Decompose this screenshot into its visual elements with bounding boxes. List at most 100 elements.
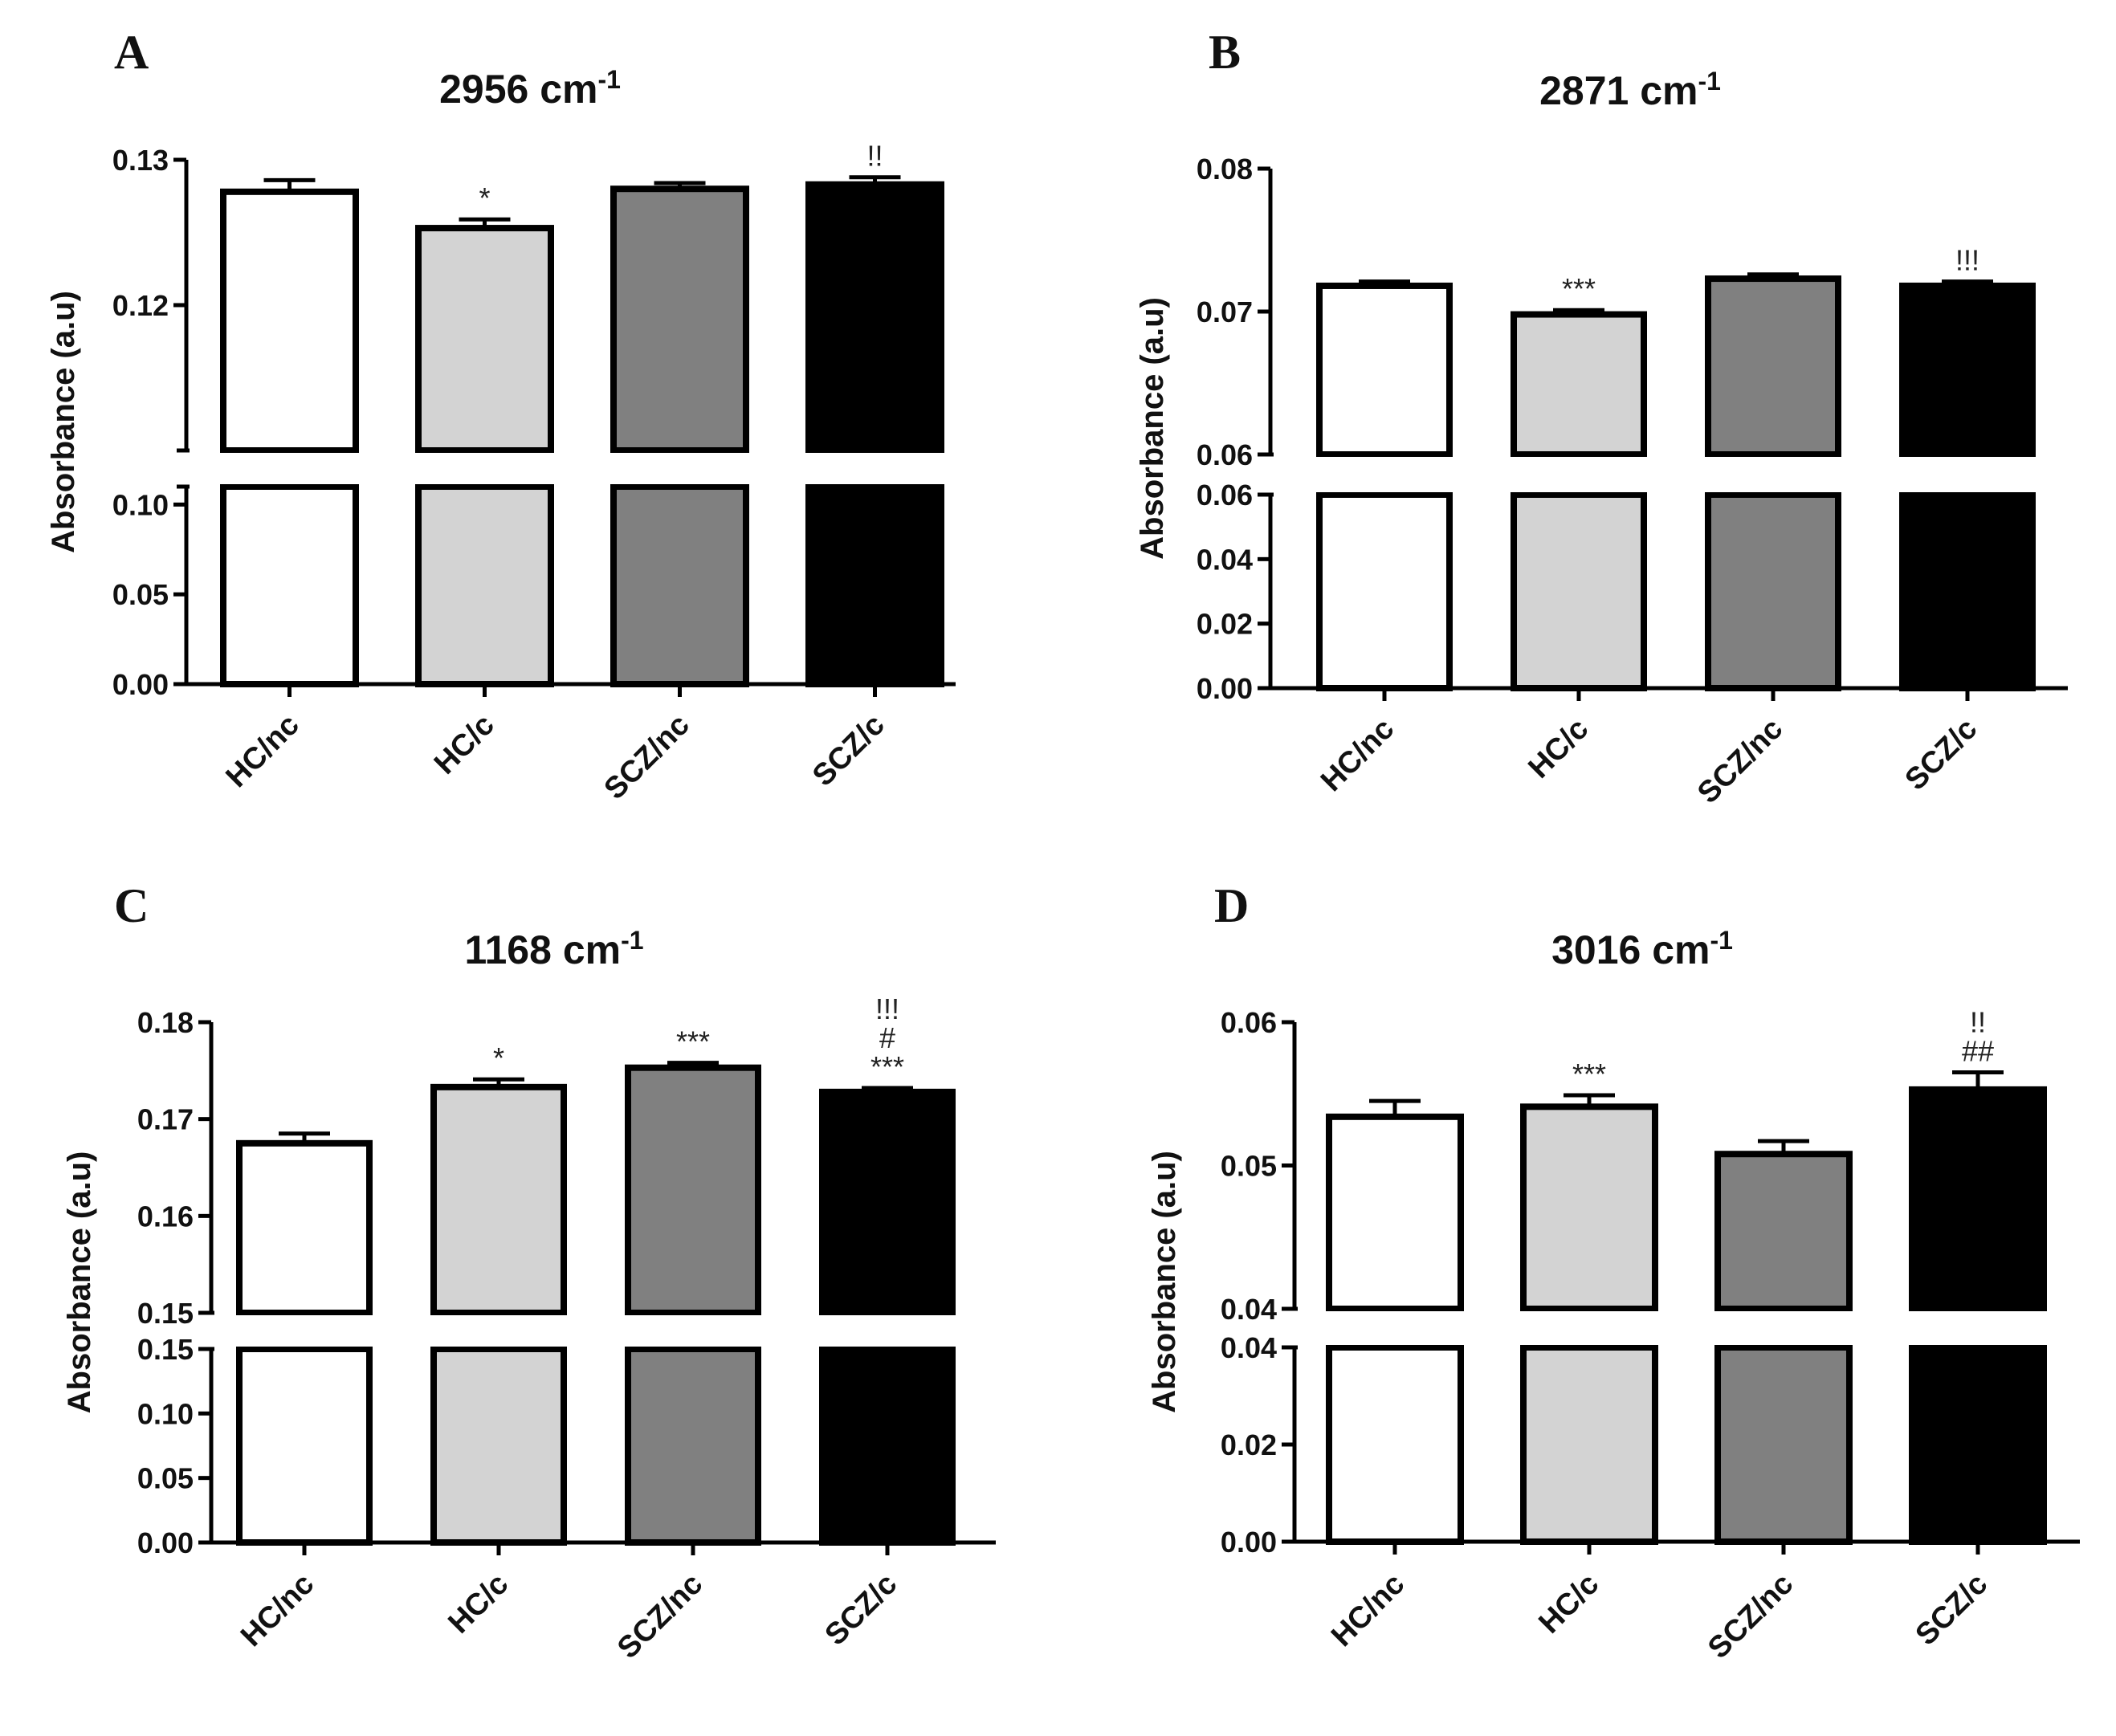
bar-hc-nc-upper xyxy=(220,188,359,454)
bar-hc-c-lower xyxy=(415,483,554,687)
bar-scz-c-lower xyxy=(819,1346,956,1546)
x-tick-label: HC/c xyxy=(428,708,501,781)
y-axis-label: Absorbance (a.u) xyxy=(1135,297,1170,560)
x-tick-label: SCZ/c xyxy=(806,708,891,793)
bar-hc-c-lower xyxy=(430,1346,567,1546)
bar-scz-nc-lower xyxy=(610,483,749,687)
axis-break-gap xyxy=(414,453,556,484)
y-tick-label: 0.06 xyxy=(1197,479,1253,511)
y-tick-label: 0.04 xyxy=(1197,543,1253,576)
significance-marker: !!! xyxy=(1955,244,1979,277)
x-tick-label: HC/nc xyxy=(1315,712,1400,798)
y-tick-label: 0.00 xyxy=(1221,1526,1277,1559)
significance-marker: *** xyxy=(1562,272,1596,305)
axis-break-gap xyxy=(804,453,946,484)
panel-letter: B xyxy=(1209,26,1241,79)
x-tick-label: SCZ/c xyxy=(1910,1567,1995,1652)
bar-hc-nc-lower xyxy=(220,483,359,687)
x-tick-label: SCZ/c xyxy=(819,1567,904,1652)
panel-title: 1168 cm-1 xyxy=(464,926,643,972)
x-tick-label: SCZ/nc xyxy=(1691,712,1789,810)
y-tick-label: 0.15 xyxy=(137,1333,194,1366)
bar-scz-nc-lower xyxy=(1705,491,1841,691)
y-axis-label: Absorbance (a.u) xyxy=(62,1151,97,1414)
x-tick-label: HC/c xyxy=(1522,712,1595,785)
axis-break-gap xyxy=(1907,1311,2049,1345)
bar-hc-nc-upper xyxy=(236,1139,373,1317)
y-tick-label: 0.17 xyxy=(137,1103,194,1136)
x-tick-label: HC/nc xyxy=(234,1567,320,1653)
significance-marker: ## xyxy=(1962,1034,1994,1067)
bar-hc-c-lower xyxy=(1520,1344,1658,1545)
y-tick-label: 0.05 xyxy=(112,578,169,611)
bar-hc-nc-lower xyxy=(236,1346,373,1546)
y-tick-label: 0.10 xyxy=(112,488,169,521)
y-tick-label: 0.02 xyxy=(1221,1428,1277,1461)
x-tick-label: HC/c xyxy=(442,1567,515,1640)
bar-scz-nc-lower xyxy=(625,1346,761,1546)
y-tick-label: 0.15 xyxy=(137,1297,194,1330)
axis-break-gap xyxy=(1519,1311,1660,1345)
panel-d: D 3016 cm-1 Absorbance (a.u) 0.04 0.05 0.06 0.… xyxy=(1147,879,2080,1665)
y-tick-label: 0.00 xyxy=(1197,672,1253,705)
y-tick-label: 0.08 xyxy=(1197,153,1253,185)
y-tick-label: 0.07 xyxy=(1197,295,1253,328)
bar-scz-nc-upper xyxy=(1714,1151,1853,1312)
bar-hc-c-lower xyxy=(1511,491,1647,691)
significance-marker: *** xyxy=(1572,1057,1606,1090)
panel-title: 2956 cm-1 xyxy=(439,65,621,112)
significance-marker: # xyxy=(879,1021,895,1054)
bar-hc-c-upper xyxy=(415,225,554,454)
axis-break-gap xyxy=(429,1315,569,1347)
panel-title: 2871 cm-1 xyxy=(1539,67,1721,113)
axis-break-gap xyxy=(1324,1311,1466,1345)
significance-marker: * xyxy=(493,1041,504,1074)
bar-scz-c-lower xyxy=(1899,491,2036,691)
significance-marker: !! xyxy=(866,140,883,173)
y-tick-label: 0.13 xyxy=(112,144,169,177)
bar-hc-nc-upper xyxy=(1316,282,1453,458)
bar-hc-nc-lower xyxy=(1316,491,1453,691)
y-tick-label: 0.06 xyxy=(1221,1006,1277,1039)
y-tick-label: 0.02 xyxy=(1197,608,1253,641)
bar-scz-c-upper xyxy=(805,181,944,454)
bar-scz-c-upper xyxy=(1899,282,2036,458)
axis-break-gap xyxy=(218,453,361,484)
axis-break-gap xyxy=(623,1315,763,1347)
y-tick-label: 0.18 xyxy=(137,1006,194,1039)
y-tick-label: 0.16 xyxy=(137,1200,194,1233)
axis-break-gap xyxy=(1898,457,2037,492)
axis-break-gap xyxy=(817,1315,957,1347)
significance-marker: !! xyxy=(1970,1005,1986,1038)
y-tick-label: 0.05 xyxy=(137,1462,194,1495)
bar-scz-nc-upper xyxy=(625,1064,761,1317)
significance-marker: * xyxy=(479,181,490,214)
y-tick-label: 0.12 xyxy=(112,289,169,322)
y-tick-label: 0.05 xyxy=(1221,1150,1277,1183)
axis-break-gap xyxy=(1713,1311,1854,1345)
bar-scz-c-upper xyxy=(1909,1086,2047,1313)
axis-break-gap xyxy=(1509,457,1649,492)
x-tick-label: SCZ/nc xyxy=(611,1567,709,1665)
bar-hc-nc-lower xyxy=(1326,1344,1464,1545)
bar-scz-nc-lower xyxy=(1714,1344,1853,1545)
bar-hc-c-upper xyxy=(1520,1103,1658,1312)
significance-marker: *** xyxy=(676,1025,710,1058)
significance-marker: *** xyxy=(870,1050,904,1083)
x-tick-label: HC/nc xyxy=(220,708,306,794)
bar-hc-nc-upper xyxy=(1326,1113,1464,1313)
y-tick-label: 0.00 xyxy=(137,1526,194,1559)
bar-hc-c-upper xyxy=(1511,311,1647,458)
y-tick-label: 0.04 xyxy=(1221,1331,1277,1364)
bar-scz-c-lower xyxy=(805,483,944,687)
panel-letter: D xyxy=(1214,879,1249,932)
panel-title: 3016 cm-1 xyxy=(1551,926,1733,972)
bar-scz-c-lower xyxy=(1909,1344,2047,1545)
bar-hc-c-upper xyxy=(430,1083,567,1316)
bar-scz-nc-upper xyxy=(1705,275,1841,458)
x-tick-label: HC/nc xyxy=(1325,1567,1411,1653)
y-tick-label: 0.00 xyxy=(112,668,169,701)
x-tick-label: SCZ/nc xyxy=(598,708,696,806)
x-tick-label: SCZ/c xyxy=(1899,712,1984,797)
